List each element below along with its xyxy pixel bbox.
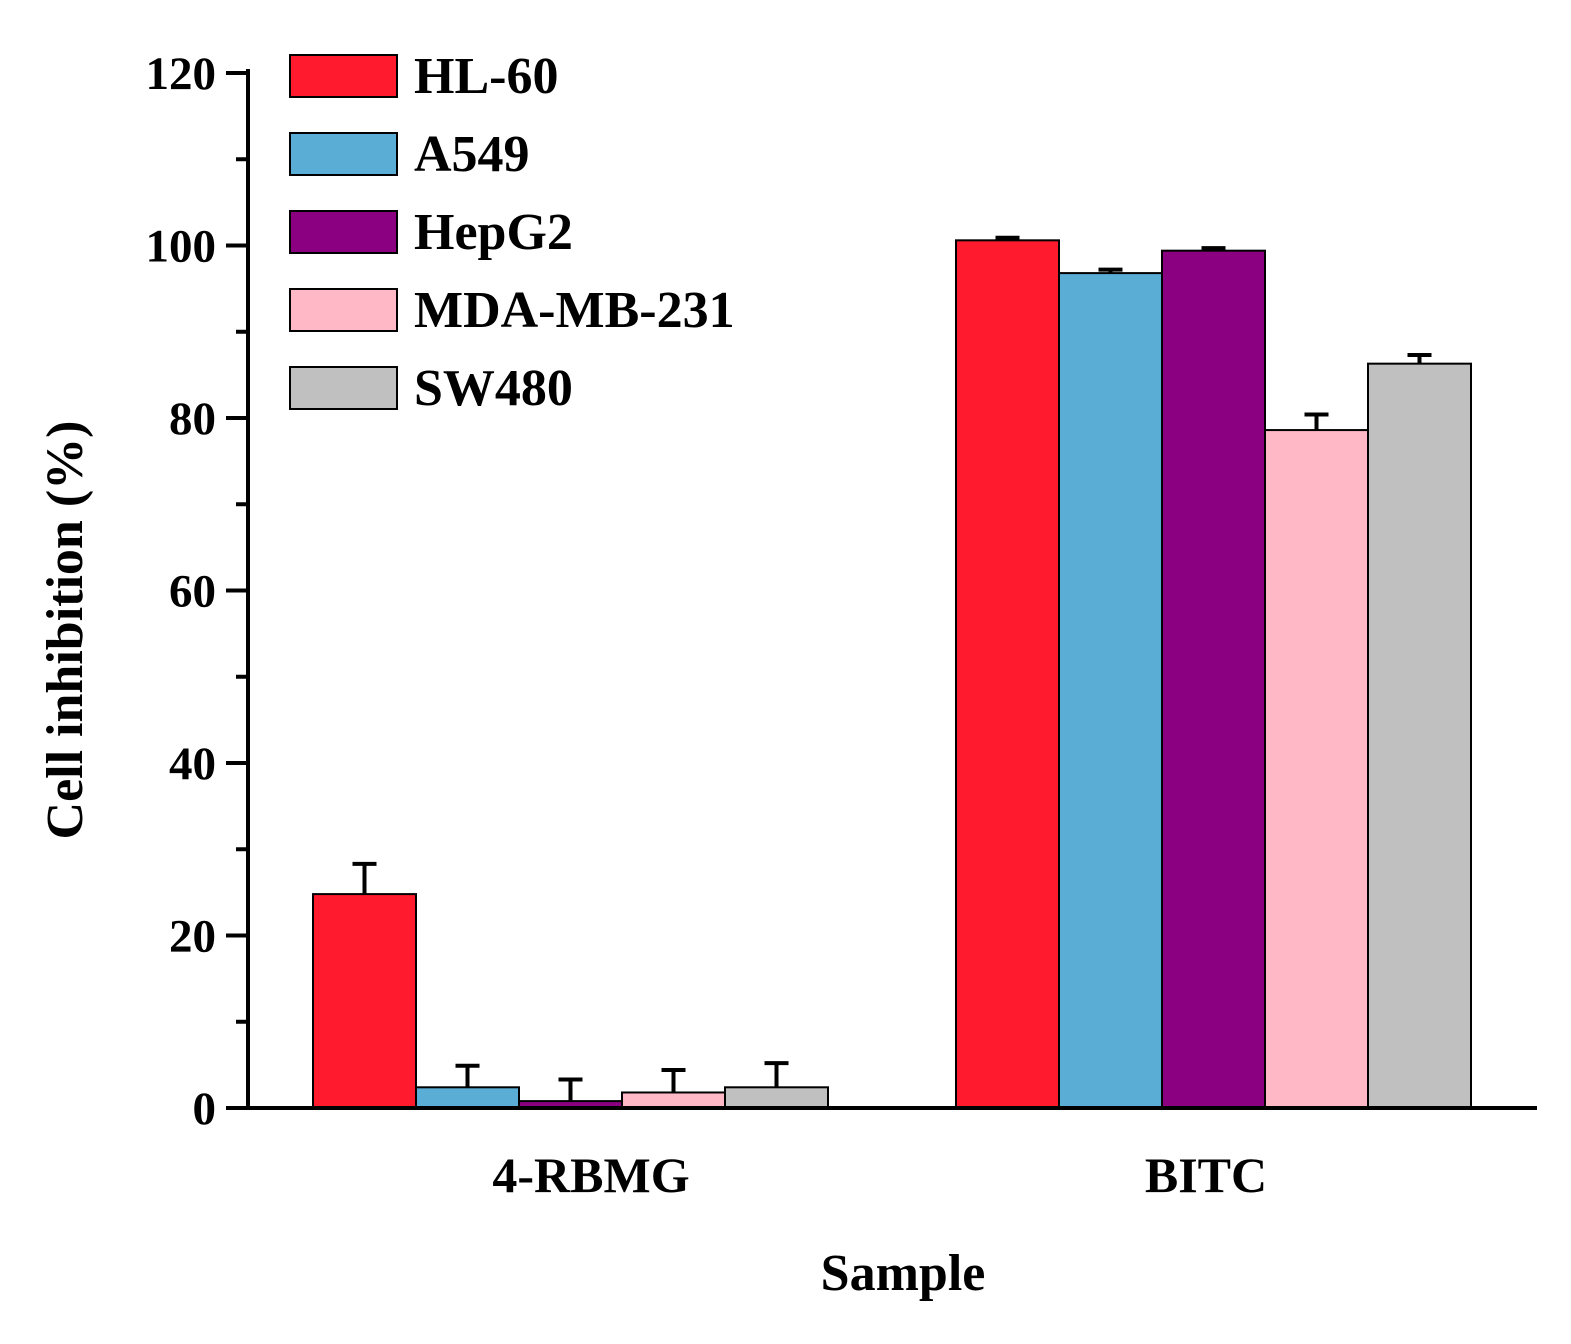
y-tick-label: 100 xyxy=(146,221,217,273)
legend-label-a549: A549 xyxy=(414,126,530,183)
legend-swatch-sw480 xyxy=(289,366,398,410)
bar-a549-4-rbmg xyxy=(415,1086,520,1110)
legend-label-hl-60: HL-60 xyxy=(414,48,558,105)
legend-label-mda-mb-231: MDA-MB-231 xyxy=(414,282,735,339)
x-category-label: 4-RBMG xyxy=(492,1147,689,1203)
legend-swatch-mda-mb-231 xyxy=(289,288,398,332)
x-axis-title: Sample xyxy=(821,1245,986,1302)
y-tick-label: 80 xyxy=(169,393,216,445)
legend-label-hepg2: HepG2 xyxy=(414,204,573,261)
bar-hl-60-4-rbmg xyxy=(312,893,417,1109)
legend-swatch-a549 xyxy=(289,132,398,176)
bar-hepg2-bitc xyxy=(1161,249,1266,1110)
bar-sw480-bitc xyxy=(1367,362,1472,1110)
bar-mda-mb-231-bitc xyxy=(1264,429,1369,1109)
bar-a549-bitc xyxy=(1058,272,1163,1110)
x-category-label: BITC xyxy=(1145,1147,1267,1203)
y-axis-title: Cell inhibition (%) xyxy=(37,421,94,840)
legend-swatch-hepg2 xyxy=(289,210,398,254)
y-tick-label: 60 xyxy=(169,566,216,618)
bar-sw480-4-rbmg xyxy=(724,1086,829,1110)
bar-hl-60-bitc xyxy=(955,239,1060,1109)
bar-mda-mb-231-4-rbmg xyxy=(621,1091,726,1109)
y-tick-label: 120 xyxy=(146,48,217,100)
y-tick-label: 20 xyxy=(169,911,216,963)
legend-swatch-hl-60 xyxy=(289,54,398,98)
y-tick-label: 40 xyxy=(169,738,216,790)
legend-label-sw480: SW480 xyxy=(414,360,573,417)
y-tick-label: 0 xyxy=(193,1083,217,1135)
